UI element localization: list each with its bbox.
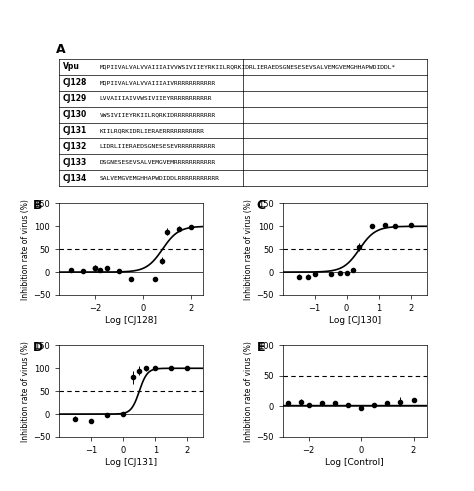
Text: LVVAIIIAIVVWSIVIIEYRRRRRRRRRRR: LVVAIIIAIVVWSIVIIEYRRRRRRRRRRR [100, 96, 212, 101]
Text: E: E [256, 341, 265, 354]
Y-axis label: Inhibition rate of virus (%): Inhibition rate of virus (%) [244, 341, 253, 441]
Text: CJ129: CJ129 [63, 94, 87, 103]
Text: CJ128: CJ128 [63, 78, 87, 87]
Text: CJ134: CJ134 [63, 174, 87, 183]
Text: Vpu: Vpu [63, 62, 80, 71]
X-axis label: Log [CJ131]: Log [CJ131] [105, 458, 157, 467]
Text: A: A [55, 43, 65, 56]
Text: C: C [256, 199, 266, 212]
Text: MQPIIVALVALVVAIIIAIVVWSIVIIEYRKIILRQRKIDRLIERAEDSGNESESEVSALVEMGVEMGHHAPWDIDDL*: MQPIIVALVALVVAIIIAIVVWSIVIIEYRKIILRQRKID… [100, 64, 396, 69]
Y-axis label: Inhibition rate of virus (%): Inhibition rate of virus (%) [21, 199, 30, 300]
Text: CJ130: CJ130 [63, 110, 87, 119]
Text: SALVEMGVEMGHHAPWDIDDLRRRRRRRRRRR: SALVEMGVEMGHHAPWDIDDLRRRRRRRRRRR [100, 176, 219, 181]
X-axis label: Log [CJ128]: Log [CJ128] [105, 316, 157, 325]
Text: MQPIIVALVALVVAIIIAIVRRRRRRRRRRR: MQPIIVALVALVVAIIIAIVRRRRRRRRRRR [100, 81, 216, 85]
Text: CJ131: CJ131 [63, 126, 87, 135]
Text: B: B [33, 199, 43, 212]
X-axis label: Log [Control]: Log [Control] [325, 458, 384, 467]
Text: CJ133: CJ133 [63, 158, 87, 167]
Y-axis label: Inhibition rate of virus (%): Inhibition rate of virus (%) [244, 199, 253, 300]
Text: VWSIVIIEYRKIILRQRKIDRRRRRRRRRRR: VWSIVIIEYRKIILRQRKIDRRRRRRRRRRR [100, 112, 216, 117]
Y-axis label: Inhibition rate of virus (%): Inhibition rate of virus (%) [21, 341, 30, 441]
Text: D: D [33, 341, 44, 354]
Text: LIDRLIIERAEDSGNESESEVRRRRRRRRRR: LIDRLIIERAEDSGNESESEVRRRRRRRRRR [100, 144, 216, 149]
Text: CJ132: CJ132 [63, 142, 87, 151]
Text: DSGNESESEVSALVEMGVEMRRRRRRRRRRR: DSGNESESEVSALVEMGVEMRRRRRRRRRRR [100, 160, 216, 165]
X-axis label: Log [CJ130]: Log [CJ130] [328, 316, 381, 325]
Text: KIILRQRKIDRLIERAERRRRRRRRRRR: KIILRQRKIDRLIERAERRRRRRRRRRR [100, 128, 205, 133]
